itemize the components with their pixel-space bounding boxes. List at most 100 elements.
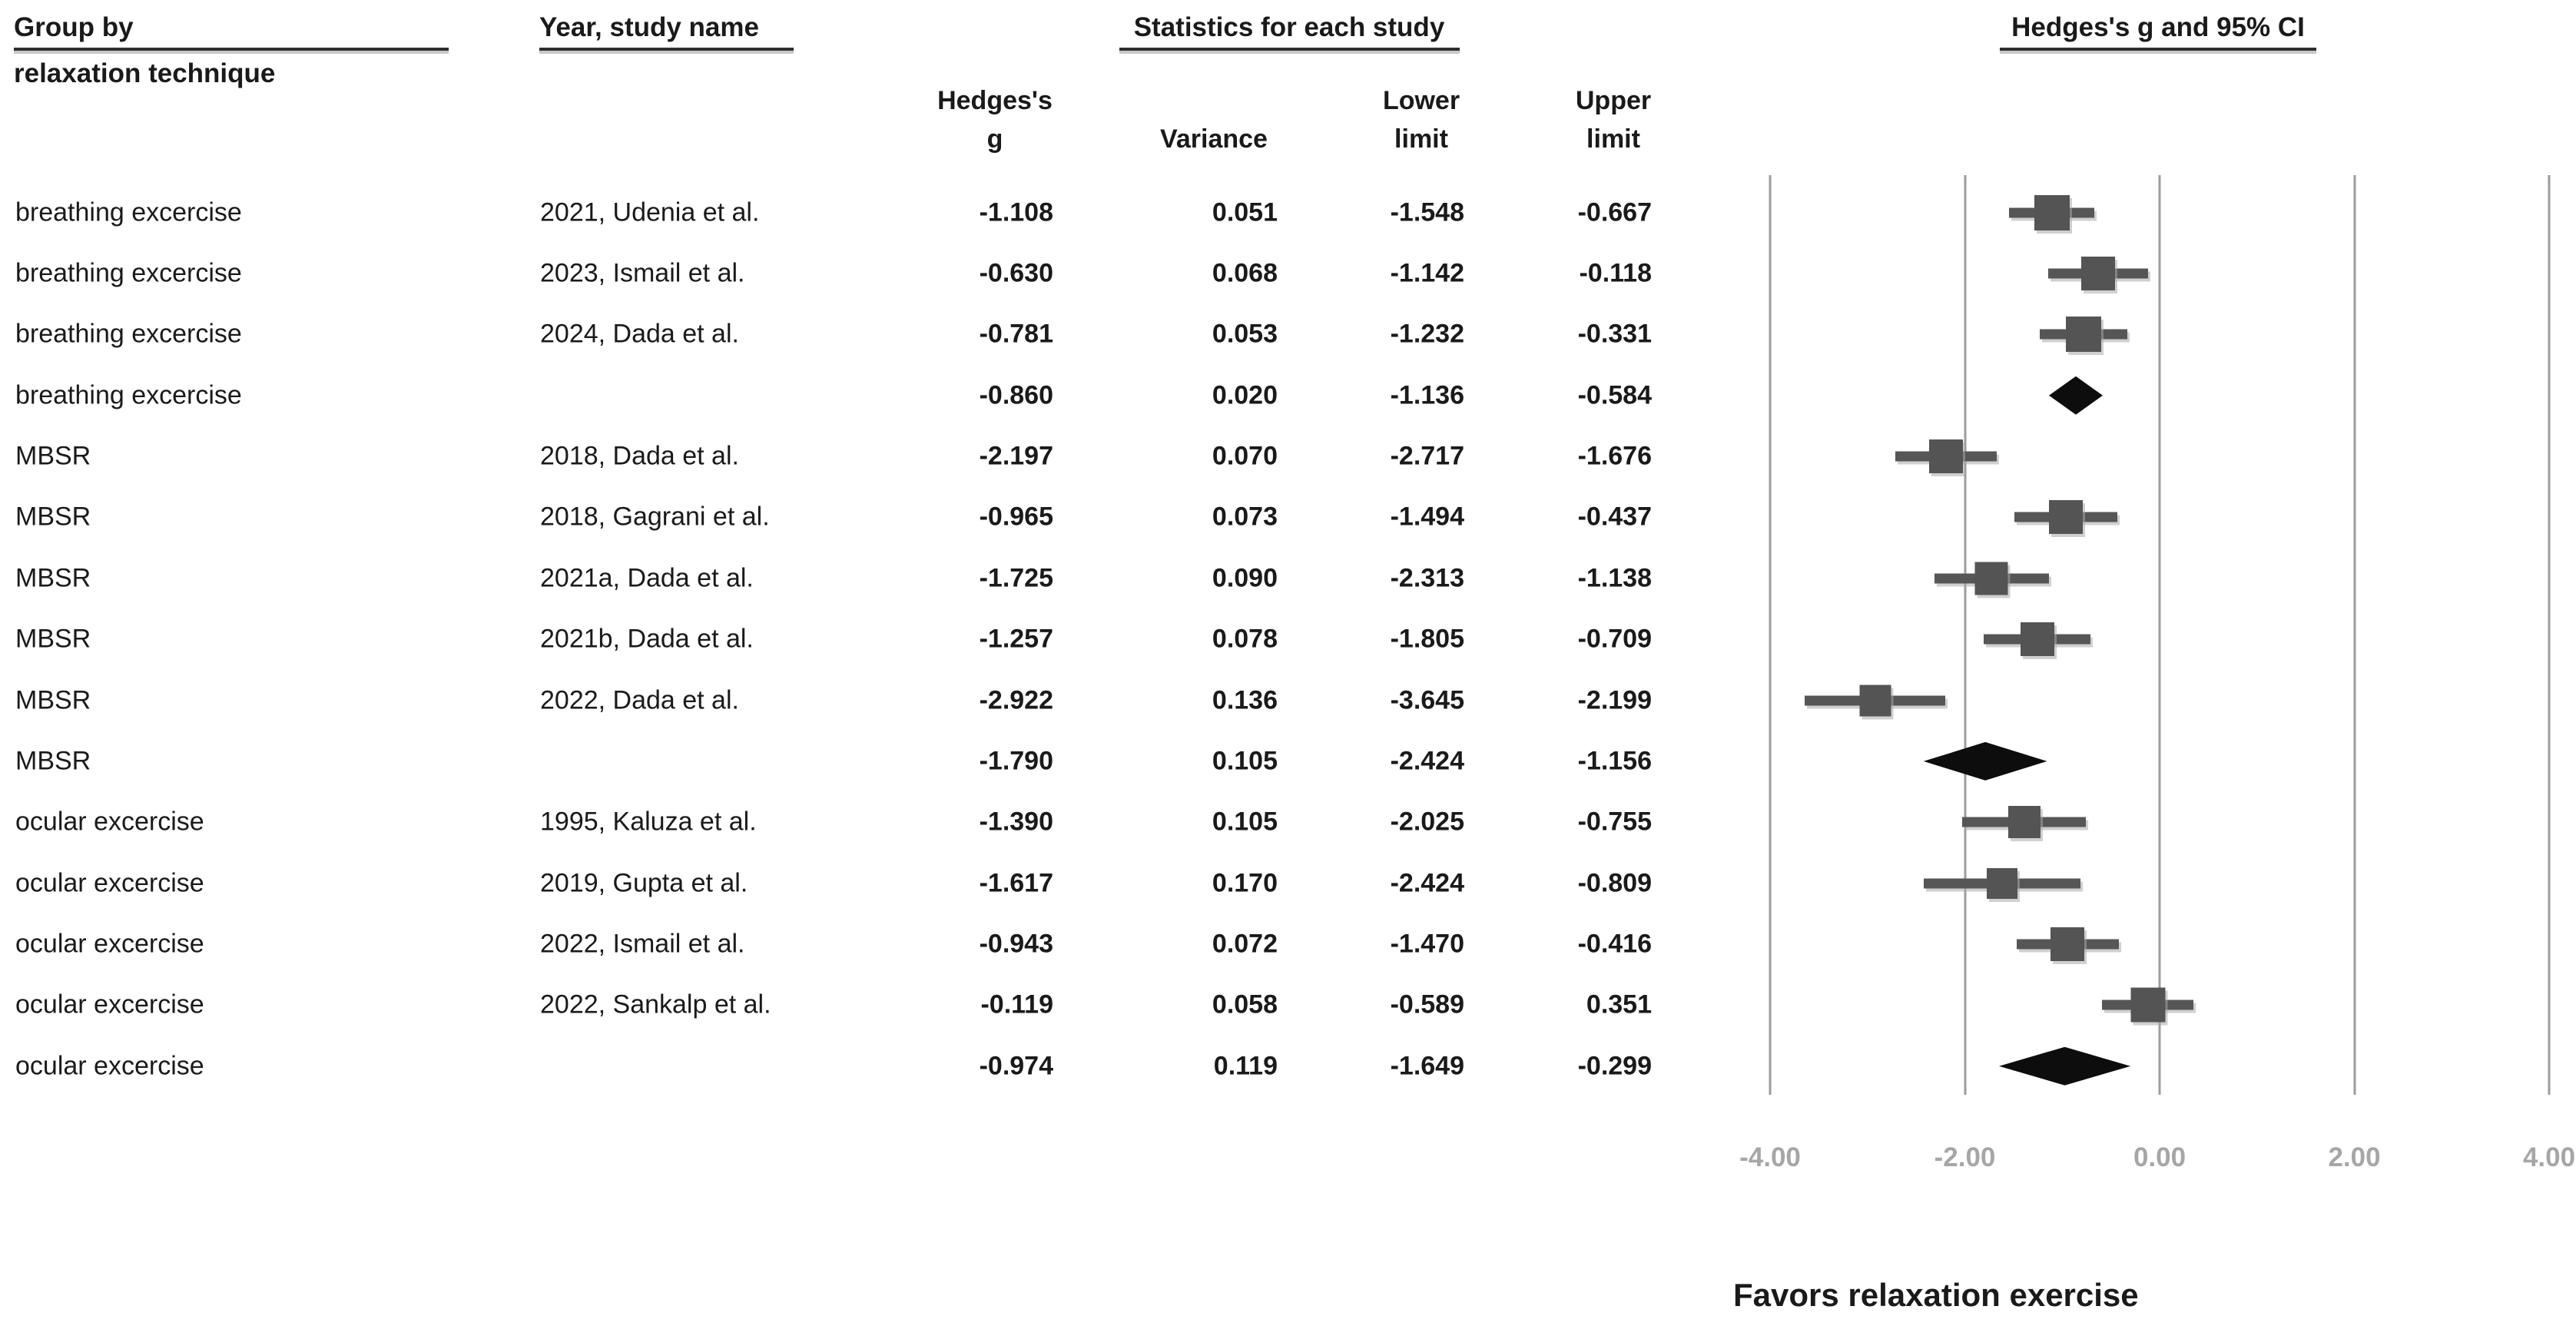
- group-label: breathing excercise: [15, 197, 242, 227]
- upper-limit-value: -1.676: [1577, 441, 1652, 471]
- effect-square: [2130, 987, 2166, 1023]
- lower-limit-value: -1.548: [1390, 197, 1464, 227]
- summary-diamond: [2049, 376, 2103, 415]
- upper-limit-value: -0.809: [1577, 868, 1652, 898]
- hedges-g-header-line2: g: [986, 124, 1003, 154]
- study-label: 2024, Dada et al.: [540, 319, 739, 349]
- hedges-g-value: -0.781: [979, 319, 1053, 349]
- upper-limit-value: -2.199: [1577, 685, 1652, 715]
- study-label: 2022, Sankalp et al.: [540, 990, 771, 1019]
- variance-value: 0.053: [1212, 319, 1278, 349]
- effect-square: [2051, 927, 2085, 961]
- lower-limit-value: -3.645: [1390, 685, 1464, 715]
- upper-limit-value: -0.584: [1577, 380, 1652, 410]
- effect-square: [1928, 439, 1963, 474]
- axis-tick-label: 0.00: [2133, 1142, 2186, 1172]
- stats-column-header: Statistics for each study: [1133, 12, 1445, 42]
- gridline: [2548, 175, 2551, 1095]
- lower-limit-header-line2: limit: [1394, 124, 1448, 154]
- variance-value: 0.072: [1212, 929, 1278, 959]
- group-label: ocular excercise: [15, 990, 204, 1019]
- variance-value: 0.136: [1212, 685, 1278, 715]
- stats-column-underline: [1119, 48, 1460, 51]
- upper-limit-value: -0.299: [1577, 1051, 1652, 1081]
- group-label: ocular excercise: [15, 868, 204, 898]
- group-by-underline: [14, 48, 449, 51]
- lower-limit-value: -2.424: [1390, 868, 1464, 898]
- lower-limit-value: -1.649: [1390, 1051, 1464, 1081]
- lower-limit-value: -1.494: [1390, 502, 1464, 532]
- group-label: MBSR: [15, 685, 91, 715]
- lower-limit-value: -1.136: [1390, 380, 1464, 410]
- study-label: 2021, Udenia et al.: [540, 197, 760, 227]
- group-label: ocular excercise: [15, 1051, 204, 1081]
- study-label: 2021a, Dada et al.: [540, 563, 754, 593]
- group-label: MBSR: [15, 441, 91, 471]
- group-label: ocular excercise: [15, 807, 204, 837]
- lower-limit-value: -1.142: [1390, 258, 1464, 288]
- hedges-g-value: -0.860: [979, 380, 1053, 410]
- favors-label: Favors relaxation exercise: [1733, 1277, 2139, 1313]
- variance-value: 0.119: [1213, 1051, 1278, 1081]
- study-label: 2023, Ismail et al.: [540, 258, 745, 288]
- group-label: MBSR: [15, 746, 91, 776]
- study-label: 2022, Dada et al.: [540, 685, 739, 715]
- variance-value: 0.105: [1212, 807, 1278, 837]
- axis-tick-label: 4.00: [2522, 1142, 2576, 1172]
- study-label: 1995, Kaluza et al.: [540, 807, 757, 837]
- study-label: 2019, Gupta et al.: [540, 868, 748, 898]
- variance-value: 0.170: [1212, 868, 1278, 898]
- effect-square: [2066, 317, 2101, 353]
- hedges-g-value: -0.965: [979, 502, 1053, 532]
- study-column-header: Year, study name: [539, 12, 759, 42]
- gridline: [2158, 175, 2161, 1095]
- effect-square: [2048, 500, 2083, 535]
- hedges-g-value: -0.119: [980, 990, 1053, 1019]
- lower-limit-value: -0.589: [1390, 990, 1464, 1019]
- hedges-g-value: -0.943: [979, 929, 1053, 959]
- upper-limit-value: -0.709: [1577, 624, 1652, 654]
- axis-tick-label: -4.00: [1739, 1142, 1801, 1172]
- effect-square: [1987, 867, 2018, 899]
- hedges-g-value: -1.725: [979, 563, 1053, 593]
- study-label: 2022, Ismail et al.: [540, 929, 745, 959]
- hedges-g-value: -1.257: [979, 624, 1053, 654]
- variance-value: 0.105: [1212, 746, 1278, 776]
- study-label: 2018, Gagrani et al.: [540, 502, 770, 532]
- study-label: 2021b, Dada et al.: [540, 624, 754, 654]
- hedges-g-value: -1.617: [979, 868, 1053, 898]
- variance-value: 0.090: [1212, 563, 1278, 593]
- lower-limit-value: -1.232: [1390, 319, 1464, 349]
- axis-tick-label: 2.00: [2328, 1142, 2381, 1172]
- group-by-header-line1: Group by: [14, 12, 134, 42]
- hedges-g-value: -1.108: [979, 197, 1053, 227]
- group-label: breathing excercise: [15, 258, 242, 288]
- lower-limit-header-line1: Lower: [1382, 86, 1460, 115]
- group-by-header-line2: relaxation technique: [14, 58, 276, 88]
- effect-square: [2020, 622, 2054, 657]
- variance-value: 0.068: [1212, 258, 1278, 288]
- upper-limit-value: -0.437: [1577, 502, 1652, 532]
- lower-limit-value: -2.717: [1390, 441, 1464, 471]
- lower-limit-value: -2.025: [1390, 807, 1464, 837]
- gridline: [1964, 175, 1966, 1095]
- variance-value: 0.070: [1212, 441, 1278, 471]
- group-label: MBSR: [15, 563, 91, 593]
- lower-limit-value: -1.470: [1390, 929, 1464, 959]
- summary-diamond: [1923, 741, 2047, 781]
- upper-limit-value: -0.416: [1577, 929, 1652, 959]
- upper-limit-header-line1: Upper: [1575, 86, 1652, 115]
- study-column-underline: [539, 48, 794, 51]
- gridline: [2353, 175, 2356, 1095]
- upper-limit-value: -0.755: [1577, 807, 1652, 837]
- variance-value: 0.058: [1212, 990, 1278, 1019]
- hedges-g-value: -1.790: [979, 746, 1053, 776]
- group-label: breathing excercise: [15, 380, 242, 410]
- upper-limit-value: -1.138: [1577, 563, 1652, 593]
- group-label: breathing excercise: [15, 319, 242, 349]
- summary-diamond: [1998, 1046, 2131, 1086]
- hedges-g-value: -1.390: [979, 807, 1053, 837]
- lower-limit-value: -2.313: [1390, 563, 1464, 593]
- upper-limit-header-line2: limit: [1586, 124, 1640, 154]
- upper-limit-value: -0.667: [1577, 197, 1652, 227]
